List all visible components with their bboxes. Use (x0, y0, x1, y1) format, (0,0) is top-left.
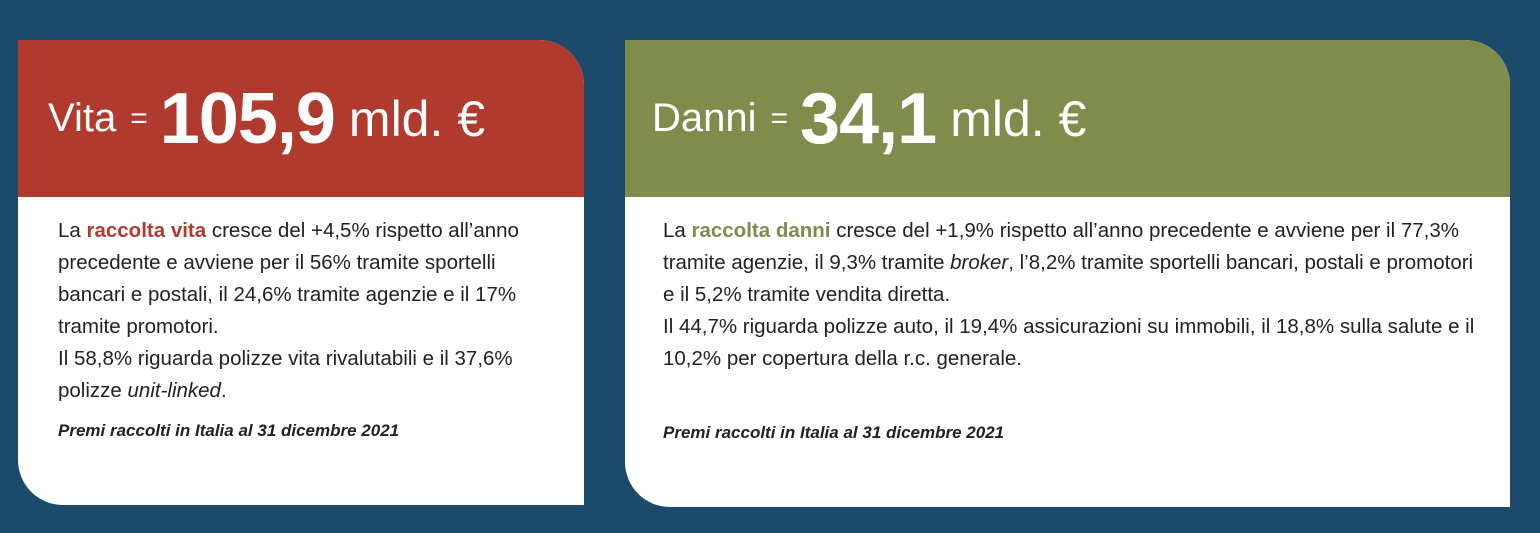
text: . (220, 379, 227, 402)
danni-footnote: Premi raccolti in Italia al 31 dicembre … (663, 423, 1005, 442)
text: Il 58,8% riguarda polizze vita rivalutab… (58, 347, 513, 402)
equals-sign: = (130, 101, 148, 135)
danni-header: Danni = 34,1 mld. € (625, 40, 1510, 197)
danni-paragraph-2: Il 44,7% riguarda polizze auto, il 19,4%… (663, 315, 1475, 370)
danni-value: 34,1 (800, 78, 937, 159)
danni-card: Danni = 34,1 mld. € La raccolta danni cr… (625, 40, 1510, 507)
danni-description: La raccolta danni cresce del +1,9% rispe… (625, 197, 1510, 449)
vita-footnote: Premi raccolti in Italia al 31 dicembre … (58, 421, 400, 440)
text: cresce del +1,9% rispetto all’anno prece… (663, 219, 1459, 274)
text: , l’8,2% tramite sportelli bancari, post… (663, 251, 1474, 306)
vita-value: 105,9 (159, 78, 336, 159)
highlight-raccolta-vita: raccolta vita (86, 219, 207, 242)
danni-paragraph-1: La raccolta danni cresce del +1,9% rispe… (663, 215, 1480, 311)
vita-header: Vita = 105,9 mld. € (18, 40, 584, 197)
emphasis: unit-linked (127, 379, 221, 402)
text: La (58, 219, 87, 242)
vita-paragraph-2: Il 58,8% riguarda polizze vita rivalutab… (58, 343, 554, 407)
highlight-raccolta-danni: raccolta danni (691, 219, 831, 242)
vita-description: La raccolta vita cresce del +4,5% rispet… (18, 197, 584, 447)
text: La (663, 219, 692, 242)
emphasis: broker (950, 251, 1009, 274)
danni-unit: mld. € (950, 90, 1087, 147)
vita-label: Vita (48, 96, 117, 140)
equals-sign: = (770, 101, 789, 135)
danni-label: Danni (652, 96, 757, 140)
vita-card: Vita = 105,9 mld. € La raccolta vita cre… (18, 40, 584, 505)
text: cresce del +4,5% rispetto all’anno prece… (58, 219, 519, 338)
vita-unit: mld. € (348, 90, 486, 147)
vita-paragraph-1: La raccolta vita cresce del +4,5% rispet… (58, 215, 554, 343)
